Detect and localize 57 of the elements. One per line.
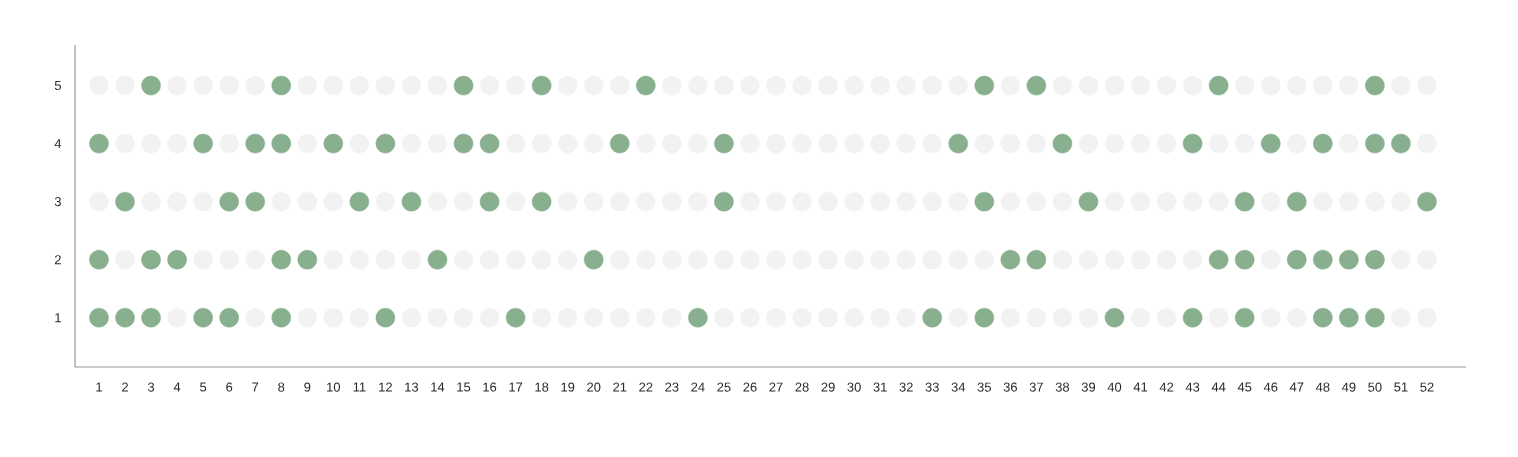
x-tick-label: 2 [122,382,128,392]
y-tick-label: 5 [54,81,61,91]
y-tick-label: 2 [54,255,61,265]
x-tick-label: 50 [1368,382,1382,392]
x-tick-label: 39 [1081,382,1096,392]
x-tick-label: 28 [795,382,809,392]
x-tick-label: 49 [1341,382,1356,392]
x-tick-label: 46 [1263,382,1278,392]
x-tick-label: 5 [200,382,207,392]
x-tick-label: 37 [1029,382,1043,392]
x-tick-label: 42 [1159,382,1174,392]
x-tick-label: 44 [1211,382,1226,392]
x-tick-label: 23 [665,382,679,392]
x-tick-label: 14 [431,382,445,392]
x-tick-label: 48 [1315,382,1330,392]
x-tick-label: 45 [1237,382,1252,392]
y-tick-label: 4 [54,139,62,149]
x-tick-label: 4 [173,382,181,392]
x-tick-label: 30 [847,382,861,392]
x-tick-label: 19 [561,382,575,392]
x-tick-label: 11 [353,382,366,392]
x-tick-label: 13 [405,382,419,392]
x-tick-label: 20 [587,382,601,392]
x-tick-label: 29 [821,382,835,392]
x-tick-label: 33 [925,382,939,392]
x-tick-label: 38 [1055,382,1070,392]
x-tick-label: 21 [613,382,627,392]
x-tick-label: 9 [304,382,311,392]
x-tick-label: 52 [1420,382,1434,392]
y-tick-label: 1 [55,313,61,323]
x-tick-label: 24 [691,382,705,392]
x-tick-label: 17 [509,382,523,392]
x-tick-label: 18 [535,382,549,392]
x-tick-label: 15 [457,382,471,392]
x-tick-label: 26 [743,382,757,392]
x-tick-label: 43 [1185,382,1200,392]
x-tick-label: 1 [96,382,102,392]
x-tick-label: 34 [951,382,966,392]
x-tick-label: 41 [1133,382,1148,392]
x-tick-label: 25 [717,382,731,392]
x-tick-label: 7 [252,382,259,392]
x-tick-label: 8 [278,382,285,392]
y-tick-label: 3 [54,197,61,207]
x-tick-label: 6 [226,382,233,392]
x-tick-label: 3 [147,382,155,392]
x-tick-label: 16 [483,382,497,392]
x-tick-label: 22 [639,382,653,392]
x-tick-label: 32 [899,382,913,392]
x-tick-label: 31 [873,382,887,392]
x-tick-label: 35 [977,382,991,392]
x-tick-label: 27 [769,382,783,392]
x-tick-label: 10 [327,382,341,392]
x-tick-label: 47 [1289,382,1304,392]
x-tick-label: 40 [1107,382,1122,392]
x-tick-label: 12 [379,382,392,392]
x-tick-label: 51 [1394,382,1408,392]
x-tick-label: 36 [1003,382,1017,392]
